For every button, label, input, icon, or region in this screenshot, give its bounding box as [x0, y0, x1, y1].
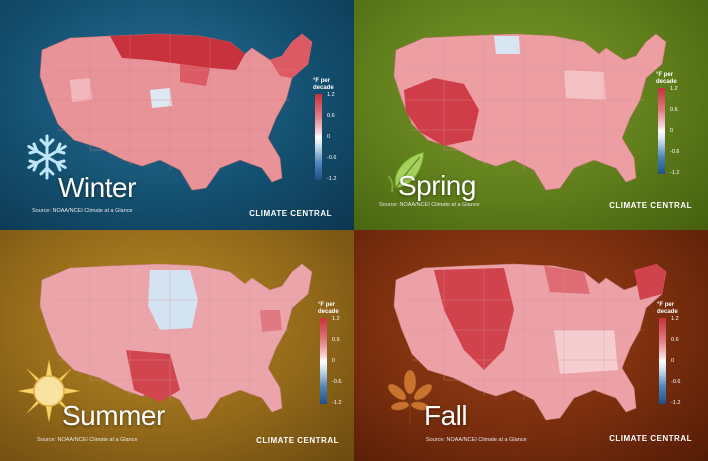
season-title-winter: Winter: [58, 172, 136, 203]
brand-logo-spring: CLIMATE CENTRAL: [609, 201, 692, 210]
legend-tick-0: 0: [332, 358, 336, 364]
northeast-warm-winter: [270, 34, 312, 78]
legend-winter: °F per decade 1.2 0.6 0 -0.6 -1.2: [313, 78, 353, 190]
source-credit-fall: Source: NOAA/NCEI Climate at a Glance: [426, 437, 527, 443]
southwest-hot-spring: [404, 78, 479, 146]
legend-tick-0: 0: [670, 128, 674, 134]
legend-tick-0.6: 0.6: [332, 337, 340, 343]
legend-spring: °F per decade 1.2 0.6 0 -0.6 -1.2: [656, 72, 696, 184]
winter-panel: Winter °F per decade 1.2 0.6 0 -0.6 -1.2 …: [0, 0, 354, 230]
legend-color-bar: [658, 88, 665, 174]
upper-midwest-warm-fall: [544, 266, 590, 294]
legend-tick-neg1.2: -1.2: [327, 176, 337, 182]
northern-plains-cool-spring: [494, 36, 520, 54]
county-lines-summer: [48, 264, 300, 400]
season-title-spring: Spring: [398, 170, 476, 201]
legend-title-spring: °F per decade: [656, 72, 677, 85]
source-credit-summer: Source: NOAA/NCEI Climate at a Glance: [37, 437, 138, 443]
legend-tick-1.2: 1.2: [670, 86, 678, 92]
legend-color-bar: [315, 94, 322, 180]
snowflake-icon: [27, 134, 67, 180]
brand-name: CLIMATE CENTRAL: [256, 436, 339, 445]
legend-tick-neg0.6: -0.6: [332, 379, 342, 385]
legend-tick-0: 0: [671, 358, 675, 364]
leaf-icon: [388, 151, 425, 193]
season-title-summer: Summer: [62, 400, 165, 431]
legend-title-fall: °F per decade: [657, 302, 678, 315]
county-lines-spring: [402, 34, 654, 170]
brand-name: CLIMATE CENTRAL: [609, 201, 692, 210]
sun-icon: [17, 359, 81, 423]
midwest-light-spring: [564, 70, 606, 100]
us-map-spring: [393, 33, 667, 191]
county-lines-fall: [402, 264, 654, 400]
new-england-hot-fall: [634, 264, 666, 300]
us-map-summer: [39, 263, 313, 421]
county-lines-winter: [48, 34, 300, 170]
source-credit-spring: Source: NOAA/NCEI Climate at a Glance: [379, 202, 480, 208]
central-warm-winter: [180, 64, 210, 86]
cool-patch-winter: [150, 88, 172, 108]
legend-fall: °F per decade 1.2 0.6 0 -0.6 -1.2: [657, 302, 697, 414]
fall-panel: Fall °F per decade 1.2 0.6 0 -0.6 -1.2 So…: [354, 230, 708, 461]
legend-tick-0.6: 0.6: [670, 107, 678, 113]
legend-tick-0.6: 0.6: [327, 113, 335, 119]
legend-tick-1.2: 1.2: [332, 316, 340, 322]
legend-tick-neg0.6: -0.6: [327, 155, 337, 161]
legend-tick-1.2: 1.2: [327, 92, 335, 98]
texas-hot-summer: [126, 350, 180, 402]
legend-tick-neg1.2: -1.2: [671, 400, 681, 406]
us-map-winter: [39, 33, 313, 191]
legend-summer: °F per decade 1.2 0.6 0 -0.6 -1.2: [318, 302, 354, 414]
us-outline-fall: [393, 263, 667, 421]
us-map-fall: [393, 263, 667, 421]
legend-color-bar: [659, 318, 666, 404]
legend-tick-0: 0: [327, 134, 331, 140]
season-title-fall: Fall: [424, 400, 468, 431]
legend-tick-neg1.2: -1.2: [670, 170, 680, 176]
legend-tick-1.2: 1.2: [671, 316, 679, 322]
southeast-light-fall: [554, 330, 618, 374]
east-warm-summer: [260, 310, 282, 332]
source-credit-winter: Source: NOAA/NCEI Climate at a Glance: [32, 208, 133, 214]
west-light-winter: [70, 78, 92, 102]
spring-panel: Spring °F per decade 1.2 0.6 0 -0.6 -1.2 …: [354, 0, 708, 230]
autumn-leaf-icon: [388, 370, 432, 425]
legend-tick-0.6: 0.6: [671, 337, 679, 343]
brand-name: CLIMATE CENTRAL: [249, 209, 332, 218]
mountain-west-hot-fall: [434, 268, 514, 370]
legend-title-winter: °F per decade: [313, 78, 334, 91]
brand-logo-summer: CLIMATE CENTRAL: [256, 436, 339, 445]
northern-tier-hot-winter: [110, 34, 245, 70]
us-outline-summer: [39, 263, 313, 421]
legend-title-summer: °F per decade: [318, 302, 339, 315]
brand-logo-winter: CLIMATE CENTRAL: [249, 209, 332, 218]
summer-panel: Summer °F per decade 1.2 0.6 0 -0.6 -1.2 …: [0, 230, 354, 461]
brand-name: CLIMATE CENTRAL: [609, 434, 692, 443]
legend-color-bar: [320, 318, 327, 404]
legend-tick-neg0.6: -0.6: [670, 149, 680, 155]
legend-tick-neg1.2: -1.2: [332, 400, 342, 406]
legend-tick-neg0.6: -0.6: [671, 379, 681, 385]
brand-logo-fall: CLIMATE CENTRAL: [609, 434, 692, 443]
